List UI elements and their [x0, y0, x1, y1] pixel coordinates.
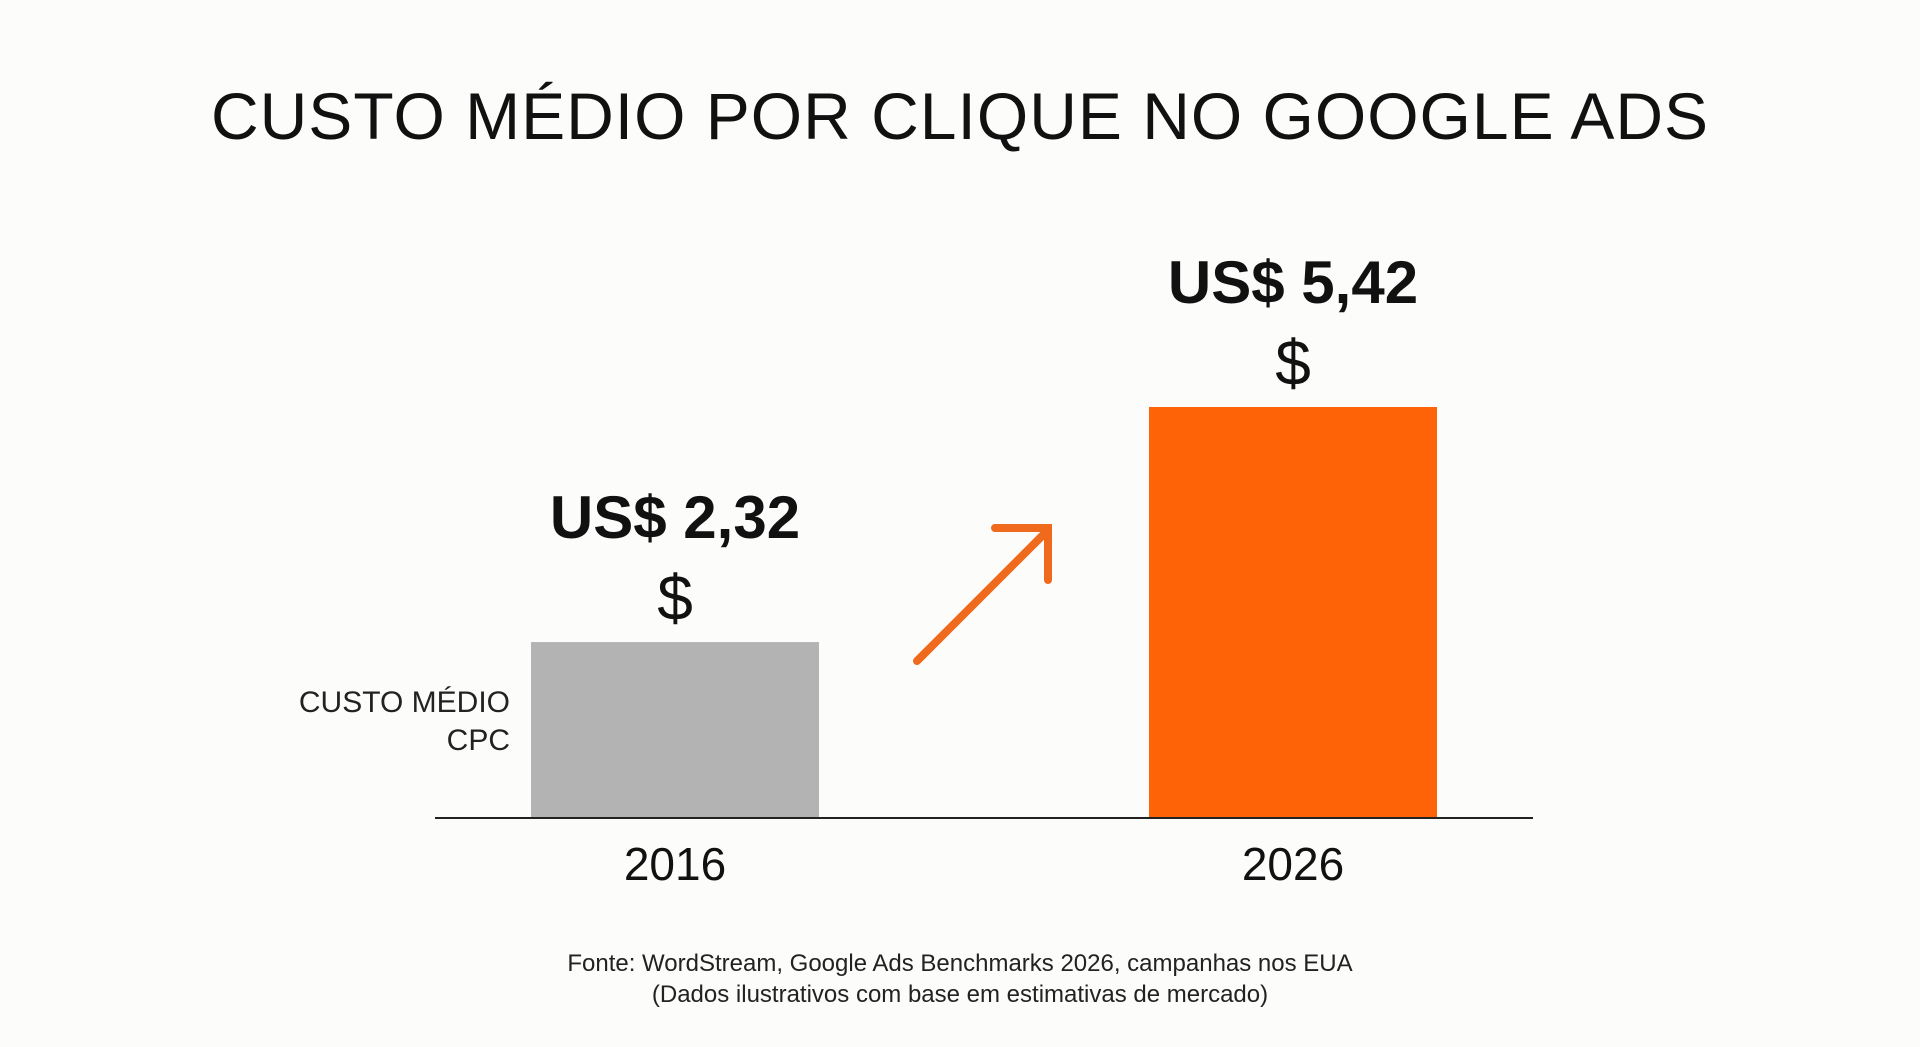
x-tick-label-2016: 2016 [624, 838, 726, 890]
chart-title: CUSTO MÉDIO POR CLIQUE NO GOOGLE ADS [210, 79, 1710, 153]
dollar-icon: $ [1275, 327, 1311, 399]
bars-layer [531, 407, 1437, 818]
bar-2016 [531, 642, 819, 818]
labels-layer: $ US$ 2,32 2016 $ US$ 5,42 2026 [550, 249, 1418, 890]
y-axis-label-line-2: CPC [446, 724, 510, 757]
dollar-icon: $ [657, 562, 693, 634]
source-note: Fonte: WordStream, Google Ads Benchmarks… [567, 950, 1353, 977]
arrow-up-right-icon [913, 524, 1052, 665]
x-tick-label-2026: 2026 [1242, 838, 1344, 890]
data-label-2016: US$ 2,32 [550, 484, 800, 551]
bar-2026 [1149, 407, 1437, 818]
disclaimer-note: (Dados ilustrativos com base em estimati… [651, 981, 1269, 1008]
y-axis-label-line-1: CUSTO MÉDIO [298, 686, 510, 719]
data-label-2026: US$ 5,42 [1168, 249, 1418, 316]
y-axis-label: CUSTO MÉDIO CPC [299, 684, 510, 760]
